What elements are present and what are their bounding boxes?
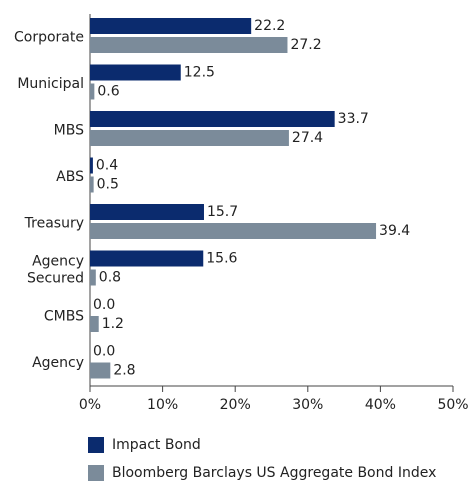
value-label: 33.7 [338, 111, 369, 127]
bar [90, 269, 96, 286]
value-label: 2.8 [113, 363, 135, 379]
bar [90, 362, 111, 379]
bar [90, 176, 94, 193]
bar [90, 316, 99, 332]
bar [90, 64, 181, 81]
legend-label: Impact Bond [112, 437, 201, 453]
y-tick-label: Municipal [17, 76, 84, 92]
bar [90, 130, 289, 146]
bar [90, 157, 93, 174]
value-label: 0.0 [93, 344, 115, 360]
value-label: 27.2 [290, 37, 321, 53]
bar [90, 83, 95, 100]
bar [90, 250, 204, 267]
y-tick-label: MBS [54, 122, 84, 138]
value-label: 0.6 [97, 84, 119, 100]
x-tick-label: 30% [292, 397, 323, 413]
y-tick-label: Corporate [14, 29, 84, 45]
x-tick-label: 10% [147, 397, 178, 413]
bar [90, 111, 335, 127]
value-label: 39.4 [379, 223, 410, 239]
value-label: 0.8 [99, 270, 121, 286]
bar [90, 204, 204, 220]
bar [90, 37, 288, 53]
value-label: 0.4 [96, 158, 118, 174]
value-label: 27.4 [292, 130, 323, 146]
y-tick-label: ABS [56, 169, 84, 185]
y-tick-label: Agency [32, 355, 84, 371]
legend-label: Bloomberg Barclays US Aggregate Bond Ind… [112, 465, 436, 481]
bar [90, 223, 377, 239]
value-label: 12.5 [184, 65, 215, 81]
value-label: 0.0 [93, 297, 115, 313]
x-tick-label: 50% [437, 397, 468, 413]
value-label: 0.5 [97, 177, 119, 193]
y-tick-label: Agency Secured [27, 253, 84, 286]
value-label: 15.7 [207, 204, 238, 220]
value-label: 1.2 [102, 316, 124, 332]
y-tick-label: CMBS [44, 308, 84, 324]
legend-swatch [88, 437, 104, 453]
value-label: 22.2 [254, 18, 285, 34]
value-label: 15.6 [206, 251, 237, 267]
bar [90, 18, 252, 34]
x-tick-label: 40% [365, 397, 396, 413]
legend-swatch [88, 465, 104, 481]
x-tick-label: 0% [79, 397, 101, 413]
y-tick-label: Treasury [24, 215, 84, 231]
x-tick-label: 20% [220, 397, 251, 413]
